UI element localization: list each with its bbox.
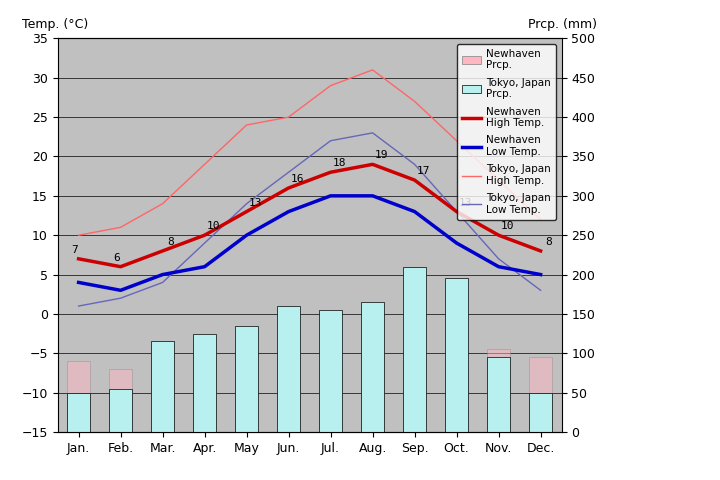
Bar — [67, 361, 90, 432]
Bar — [67, 393, 90, 432]
Text: 7: 7 — [71, 245, 78, 255]
Bar — [109, 369, 132, 432]
Bar — [235, 349, 258, 432]
Text: 6: 6 — [113, 253, 120, 263]
Text: 19: 19 — [374, 150, 388, 160]
Bar — [235, 326, 258, 432]
Bar — [529, 393, 552, 432]
Text: 13: 13 — [458, 198, 472, 208]
Legend: Newhaven
Prcp., Tokyo, Japan
Prcp., Newhaven
High Temp., Newhaven
Low Temp., Tok: Newhaven Prcp., Tokyo, Japan Prcp., Newh… — [457, 44, 557, 220]
Text: 13: 13 — [248, 198, 262, 208]
Bar — [109, 389, 132, 432]
Text: 10: 10 — [206, 221, 220, 231]
Bar — [319, 361, 342, 432]
Bar — [151, 341, 174, 432]
Bar — [193, 334, 216, 432]
Text: 8: 8 — [546, 237, 552, 247]
Bar — [445, 365, 468, 432]
Text: 8: 8 — [168, 237, 174, 247]
Bar — [487, 357, 510, 432]
Bar — [319, 310, 342, 432]
Text: Prcp. (mm): Prcp. (mm) — [528, 18, 597, 31]
Bar — [277, 306, 300, 432]
Text: 16: 16 — [290, 174, 304, 184]
Text: Temp. (°C): Temp. (°C) — [22, 18, 89, 31]
Bar — [487, 349, 510, 432]
Bar — [361, 302, 384, 432]
Text: 10: 10 — [500, 221, 514, 231]
Text: 18: 18 — [332, 158, 346, 168]
Bar — [193, 346, 216, 432]
Bar — [445, 278, 468, 432]
Bar — [529, 357, 552, 432]
Bar — [361, 353, 384, 432]
Bar — [403, 361, 426, 432]
Text: 17: 17 — [416, 166, 430, 176]
Bar — [151, 346, 174, 432]
Bar — [277, 357, 300, 432]
Bar — [403, 267, 426, 432]
